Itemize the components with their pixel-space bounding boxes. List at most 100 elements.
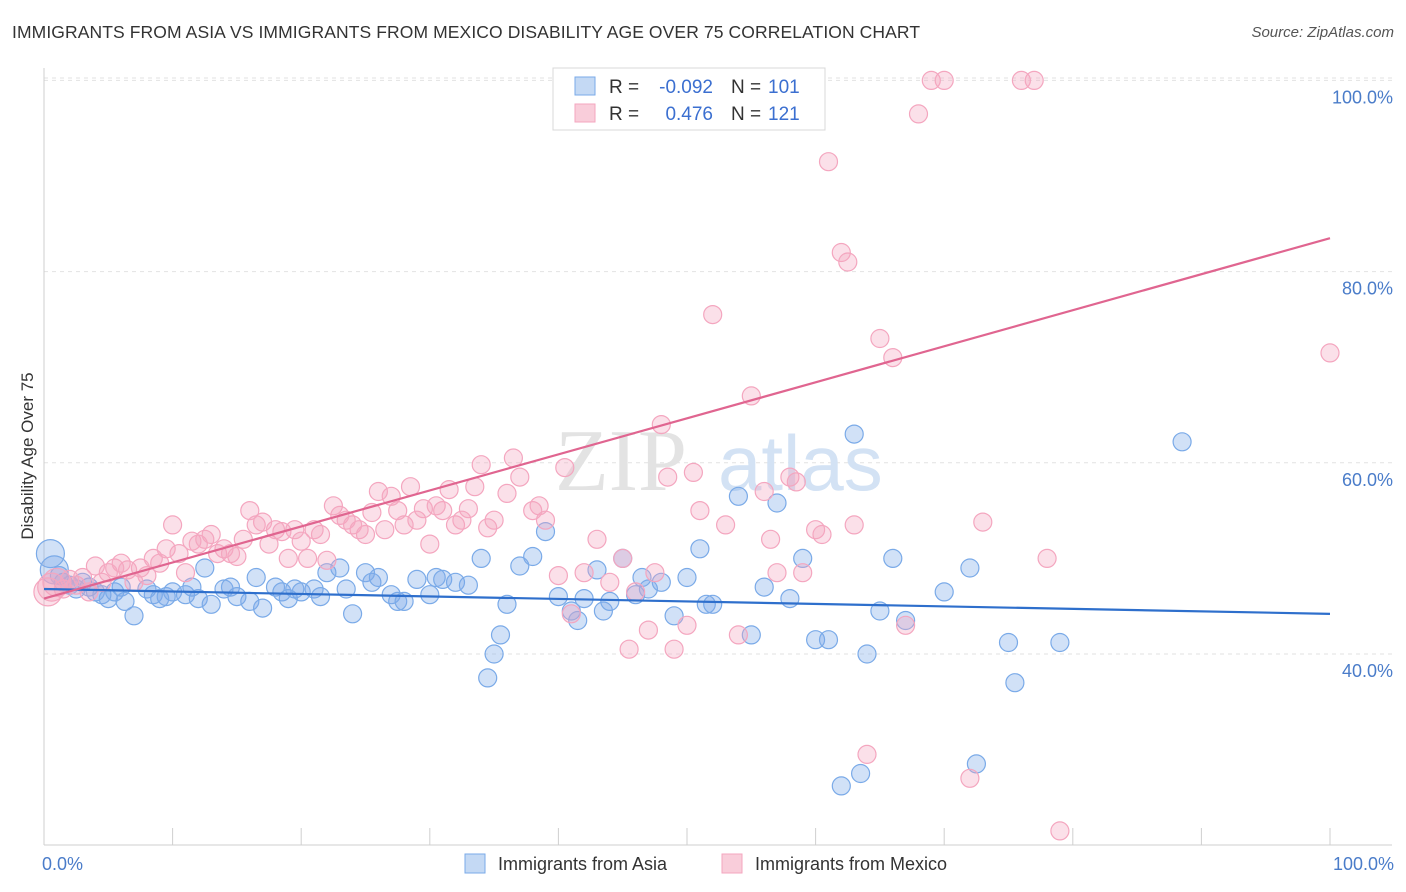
asia-point-30 bbox=[253, 598, 273, 618]
mexico-point-80 bbox=[574, 563, 594, 583]
mexico-point-70 bbox=[484, 510, 504, 530]
mexico-point-52 bbox=[368, 481, 388, 502]
y-axis-title: Disability Age Over 75 bbox=[18, 372, 37, 539]
asia-point-93 bbox=[895, 610, 916, 631]
legend-r-value-mexico: 0.476 bbox=[665, 104, 713, 125]
asia-point-86 bbox=[818, 630, 839, 650]
asia-point-44 bbox=[368, 567, 388, 588]
asia-point-48 bbox=[407, 569, 427, 590]
chart-source: Source: ZipAtlas.com bbox=[1251, 24, 1394, 41]
mexico-point-117 bbox=[960, 768, 980, 788]
mexico-point-30 bbox=[227, 546, 247, 567]
bottom-legend-label-mexico: Immigrants from Mexico bbox=[755, 854, 947, 874]
mexico-point-118 bbox=[973, 512, 993, 532]
mexico-point-92 bbox=[683, 462, 704, 482]
bottom-legend-swatch-asia bbox=[464, 853, 486, 874]
asia-point-50 bbox=[426, 567, 446, 588]
asia-point-14 bbox=[124, 606, 144, 626]
mexico-point-123 bbox=[1320, 343, 1340, 363]
y-tick-label-80: 80.0% bbox=[1342, 279, 1393, 299]
mexico-point-107 bbox=[831, 242, 851, 263]
asia-point-94 bbox=[934, 582, 954, 602]
mexico-point-94 bbox=[703, 305, 723, 325]
asia-point-60 bbox=[523, 546, 543, 567]
legend-n-value-asia: 101 bbox=[768, 77, 800, 98]
mexico-point-120 bbox=[1024, 70, 1044, 91]
mexico-point-69 bbox=[478, 518, 498, 538]
watermark: ZIP atlas bbox=[555, 413, 883, 510]
legend-swatch-asia bbox=[574, 76, 596, 96]
asia-point-20 bbox=[175, 585, 196, 605]
mexico-point-114 bbox=[908, 104, 929, 124]
asia-point-88 bbox=[844, 424, 864, 444]
mexico-point-21 bbox=[169, 543, 189, 564]
asia-point-84 bbox=[793, 548, 813, 569]
mexico-point-19 bbox=[156, 539, 176, 559]
mexico-point-108 bbox=[838, 252, 858, 272]
legend-r-label-asia: R = bbox=[609, 77, 639, 98]
mexico-point-44 bbox=[317, 550, 337, 570]
asia-point-100 bbox=[1172, 432, 1192, 452]
mexico-point-121 bbox=[1037, 548, 1057, 569]
asia-point-81 bbox=[754, 577, 774, 597]
mexico-point-43 bbox=[310, 524, 331, 545]
asia-point-61 bbox=[535, 521, 556, 542]
mexico-point-110 bbox=[857, 744, 877, 765]
legend-r-label-mexico: R = bbox=[609, 104, 639, 125]
mexico-point-50 bbox=[355, 524, 376, 545]
mexico-point-65 bbox=[452, 510, 472, 530]
asia-point-54 bbox=[471, 548, 491, 569]
asia-point-87 bbox=[831, 776, 851, 796]
mexico-point-89 bbox=[658, 467, 678, 487]
mexico-point-96 bbox=[728, 625, 749, 645]
asia-point-57 bbox=[490, 625, 511, 645]
legend-r-value-asia: -0.092 bbox=[659, 77, 713, 98]
mexico-point-45 bbox=[323, 496, 343, 516]
asia-point-58 bbox=[497, 594, 517, 614]
asia-point-24 bbox=[201, 594, 221, 614]
mexico-point-66 bbox=[458, 499, 478, 519]
x-axis-ticks bbox=[172, 828, 1331, 845]
mexico-point-38 bbox=[278, 548, 298, 569]
y-tick-label-60: 60.0% bbox=[1342, 470, 1393, 490]
mexico-point-84 bbox=[619, 639, 639, 659]
mexico-point-112 bbox=[883, 348, 903, 368]
asia-point-97 bbox=[998, 632, 1019, 653]
y-tick-labels: 40.0% 60.0% 80.0% 100.0% bbox=[1332, 87, 1393, 681]
asia-point-49 bbox=[420, 585, 440, 605]
grid-lines bbox=[44, 77, 1392, 655]
watermark-atlas: atlas bbox=[718, 419, 883, 507]
stats-legend-box bbox=[552, 67, 826, 131]
asia-point-53 bbox=[458, 575, 478, 595]
asia-point-68 bbox=[600, 591, 620, 612]
legend-n-value-mexico: 121 bbox=[768, 104, 800, 125]
asia-point-41 bbox=[343, 604, 363, 624]
mexico-point-113 bbox=[895, 615, 916, 635]
asia-point-95 bbox=[960, 558, 980, 578]
mexico-point-122 bbox=[1050, 821, 1070, 841]
mexico-point-109 bbox=[844, 515, 864, 535]
asia-point-37 bbox=[310, 586, 331, 607]
asia-trend-line bbox=[43, 587, 1331, 615]
asia-point-23 bbox=[195, 558, 215, 578]
mexico-point-20 bbox=[163, 515, 183, 535]
asia-point-90 bbox=[857, 644, 877, 664]
asia-point-89 bbox=[850, 763, 871, 784]
mexico-point-58 bbox=[407, 510, 427, 530]
chart-title: IMMIGRANTS FROM ASIA VS IMMIGRANTS FROM … bbox=[12, 22, 921, 42]
mexico-point-76 bbox=[535, 510, 556, 530]
asia-point-92 bbox=[883, 548, 903, 569]
legend-n-label-mexico: N = bbox=[731, 104, 761, 125]
stats-legend: R = -0.092 N = 101 R = 0.476 N = 121 bbox=[552, 67, 826, 131]
mexico-point-40 bbox=[291, 531, 311, 551]
mexico-point-93 bbox=[690, 501, 710, 521]
mexico-point-22 bbox=[175, 563, 196, 583]
mexico-point-111 bbox=[870, 328, 890, 349]
asia-point-62 bbox=[548, 586, 569, 607]
mexico-point-60 bbox=[420, 534, 440, 554]
mexico-point-71 bbox=[497, 483, 517, 503]
mexico-point-90 bbox=[664, 639, 684, 659]
watermark-zip: ZIP bbox=[555, 413, 687, 510]
mexico-point-78 bbox=[555, 458, 575, 478]
mexico-point-62 bbox=[433, 501, 453, 521]
